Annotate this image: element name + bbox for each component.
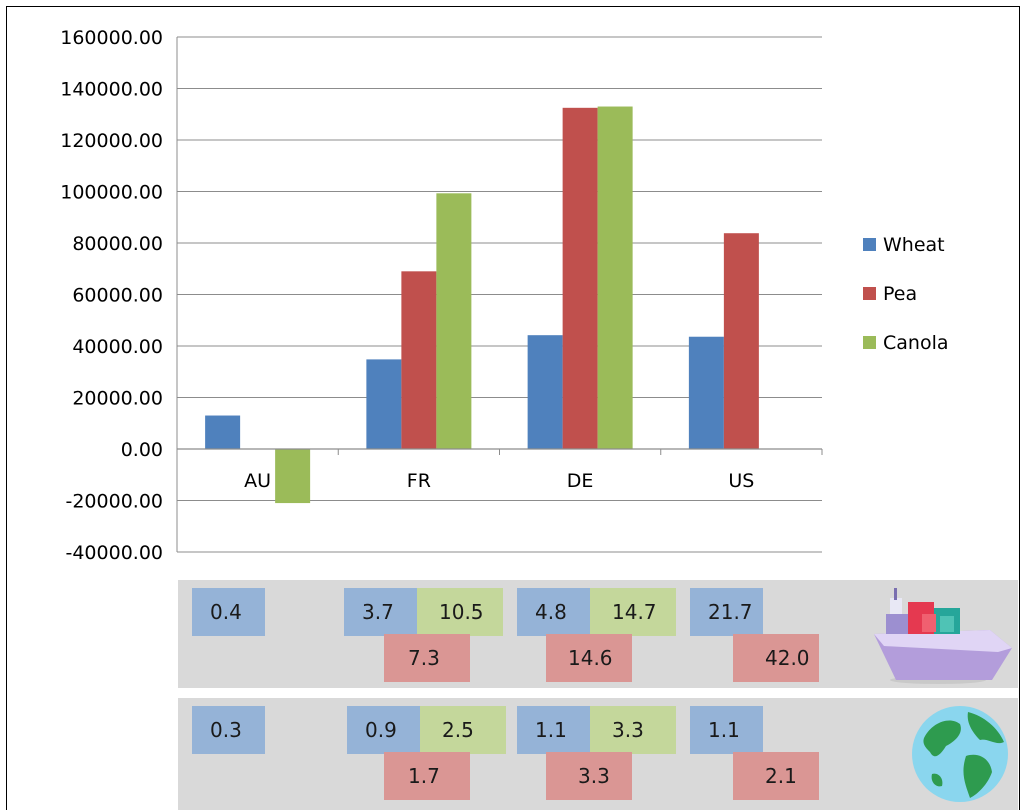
value-text: 0.4 bbox=[210, 600, 242, 624]
bar-canola-de bbox=[597, 106, 633, 450]
x-tick-label: FR bbox=[407, 470, 431, 492]
global-band: 0.3 0.9 2.5 1.7 1.1 3.3 3.3 1.1 2.1 bbox=[178, 698, 1018, 810]
x-tick-label: DE bbox=[567, 470, 594, 492]
value-text: 0.9 bbox=[365, 718, 397, 742]
value-cell-pea: 14.6 bbox=[546, 634, 632, 682]
value-cell-wheat: 1.1 bbox=[690, 706, 763, 754]
figure-frame bbox=[6, 6, 1020, 810]
value-cell-canola: 3.3 bbox=[590, 706, 676, 754]
value-cell-wheat: 1.1 bbox=[517, 706, 590, 754]
value-cell-wheat: 0.9 bbox=[347, 706, 420, 754]
bar-pea-de bbox=[562, 107, 598, 449]
value-cell-wheat: 0.4 bbox=[192, 588, 265, 636]
value-cell-canola: 2.5 bbox=[420, 706, 506, 754]
value-text: 42.0 bbox=[765, 646, 810, 670]
value-cell-wheat: 3.7 bbox=[344, 588, 417, 636]
legend-swatch-wheat bbox=[863, 238, 876, 251]
x-tick-label: AU bbox=[244, 470, 271, 492]
bar-pea-fr bbox=[401, 271, 437, 449]
value-cell-pea: 3.3 bbox=[546, 752, 632, 800]
value-cell-pea: 2.1 bbox=[733, 752, 819, 800]
y-tick-label: -20000.00 bbox=[65, 491, 163, 513]
y-tick-label: 160000.00 bbox=[60, 27, 163, 49]
cargo-ship-icon bbox=[874, 588, 1012, 684]
bar-wheat-us bbox=[688, 336, 724, 449]
legend-label-canola: Canola bbox=[883, 332, 949, 354]
value-text: 14.6 bbox=[568, 646, 613, 670]
y-axis: 160000.00 140000.00 120000.00 100000.00 8000… bbox=[60, 27, 178, 564]
shipping-band: 0.4 3.7 10.5 7.3 4.8 14.7 14.6 21.7 42.0 bbox=[178, 580, 1018, 688]
y-tick-label: -40000.00 bbox=[65, 542, 163, 564]
y-tick-label: 40000.00 bbox=[72, 336, 163, 358]
value-cell-pea: 7.3 bbox=[384, 634, 470, 682]
y-tick-label: 60000.00 bbox=[72, 285, 163, 307]
value-text: 21.7 bbox=[708, 600, 753, 624]
value-cell-canola: 14.7 bbox=[590, 588, 676, 636]
value-text: 0.3 bbox=[210, 718, 242, 742]
value-text: 4.8 bbox=[535, 600, 567, 624]
globe-icon bbox=[912, 706, 1008, 802]
legend-swatch-canola bbox=[863, 336, 876, 349]
value-text: 1.1 bbox=[708, 718, 740, 742]
x-axis: AU FR DE US bbox=[176, 448, 823, 492]
y-tick-label: 100000.00 bbox=[60, 182, 163, 204]
legend: Wheat Pea Canola bbox=[863, 234, 949, 354]
y-tick-label: 20000.00 bbox=[72, 388, 163, 410]
legend-swatch-pea bbox=[863, 287, 876, 300]
bar-canola-au bbox=[275, 449, 311, 504]
bar-canola-fr bbox=[436, 193, 472, 449]
y-tick-label: 140000.00 bbox=[60, 79, 163, 101]
legend-label-wheat: Wheat bbox=[883, 234, 945, 256]
value-text: 7.3 bbox=[408, 646, 440, 670]
value-text: 3.3 bbox=[578, 764, 610, 788]
value-text: 1.7 bbox=[408, 764, 440, 788]
value-cell-wheat: 21.7 bbox=[690, 588, 763, 636]
value-cell-canola: 10.5 bbox=[417, 588, 503, 636]
value-cell-pea: 1.7 bbox=[384, 752, 470, 800]
y-tick-label: 120000.00 bbox=[60, 130, 163, 152]
y-tick-label: 0.00 bbox=[121, 439, 163, 461]
value-cell-wheat: 0.3 bbox=[192, 706, 265, 754]
value-text: 3.7 bbox=[362, 600, 394, 624]
value-text: 2.1 bbox=[765, 764, 797, 788]
legend-label-pea: Pea bbox=[883, 283, 917, 305]
value-text: 3.3 bbox=[612, 718, 644, 742]
x-tick-label: US bbox=[728, 470, 754, 492]
value-cell-wheat: 4.8 bbox=[517, 588, 590, 636]
y-tick-label: 80000.00 bbox=[72, 233, 163, 255]
bars bbox=[205, 106, 759, 504]
value-text: 1.1 bbox=[535, 718, 567, 742]
bar-chart: 160000.00 140000.00 120000.00 100000.00 8000… bbox=[60, 27, 949, 564]
value-cell-pea: 42.0 bbox=[733, 634, 819, 682]
value-text: 10.5 bbox=[439, 600, 484, 624]
value-text: 14.7 bbox=[612, 600, 657, 624]
bar-pea-us bbox=[723, 233, 759, 449]
bar-wheat-de bbox=[527, 335, 563, 449]
value-text: 2.5 bbox=[442, 718, 474, 742]
bar-wheat-au bbox=[205, 415, 241, 449]
bar-wheat-fr bbox=[366, 359, 402, 449]
